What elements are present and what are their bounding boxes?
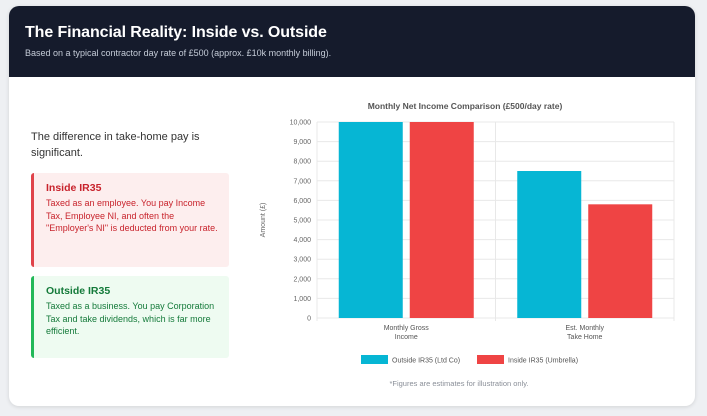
outside-ir35-box: Outside IR35 Taxed as a business. You pa… xyxy=(31,276,229,358)
bar xyxy=(409,122,474,318)
outside-ir35-description: Taxed as a business. You pay Corporation… xyxy=(46,301,215,336)
y-tick-label: 9,000 xyxy=(293,139,311,146)
y-tick-label: 4,000 xyxy=(293,237,311,244)
legend-label: Outside IR35 (Ltd Co) xyxy=(392,358,460,365)
y-axis-label: Amount (£) xyxy=(260,203,267,238)
x-tick-label: Take Home xyxy=(567,334,603,341)
y-tick-label: 3,000 xyxy=(293,257,311,264)
bar xyxy=(588,204,653,318)
y-tick-label: 8,000 xyxy=(293,159,311,166)
outside-ir35-title: Outside IR35 xyxy=(46,285,111,297)
inside-ir35-box: Inside IR35 Taxed as an employee. You pa… xyxy=(31,173,229,267)
intro-text: The difference in take-home pay is signi… xyxy=(31,131,200,159)
comparison-card: The Financial Reality: Inside vs. Outsid… xyxy=(9,6,695,406)
y-tick-label: 10,000 xyxy=(290,120,312,127)
page-title: The Financial Reality: Inside vs. Outsid… xyxy=(25,24,327,41)
y-tick-label: 5,000 xyxy=(293,218,311,225)
legend-swatch xyxy=(477,355,504,364)
chart-title: Monthly Net Income Comparison (£500/day … xyxy=(368,101,563,111)
y-tick-label: 2,000 xyxy=(293,276,311,283)
bar xyxy=(338,122,403,318)
header: The Financial Reality: Inside vs. Outsid… xyxy=(9,6,695,77)
y-tick-label: 0 xyxy=(307,316,311,323)
inside-ir35-description: Taxed as an employee. You pay Income Tax… xyxy=(46,198,218,233)
legend-swatch xyxy=(361,355,388,364)
income-bar-chart: Monthly Net Income Comparison (£500/day … xyxy=(260,101,675,365)
x-tick-label: Est. Monthly xyxy=(565,325,604,332)
bar xyxy=(517,171,582,318)
legend-label: Inside IR35 (Umbrella) xyxy=(508,358,578,365)
y-tick-label: 6,000 xyxy=(293,198,311,205)
footnote: *Figures are estimates for illustration … xyxy=(389,379,529,388)
y-tick-label: 7,000 xyxy=(293,178,311,185)
x-tick-label: Monthly Gross xyxy=(384,325,430,332)
y-tick-label: 1,000 xyxy=(293,296,311,303)
inside-ir35-title: Inside IR35 xyxy=(46,182,102,194)
x-tick-label: Income xyxy=(395,334,418,341)
page-subtitle: Based on a typical contractor day rate o… xyxy=(25,48,332,58)
